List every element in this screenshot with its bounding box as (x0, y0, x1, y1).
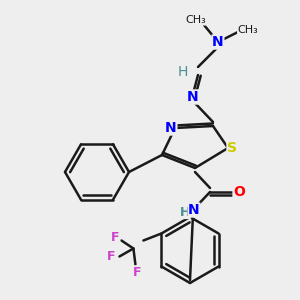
Text: H: H (180, 206, 190, 218)
Text: N: N (165, 121, 177, 135)
Text: S: S (227, 141, 237, 155)
Text: F: F (107, 250, 116, 263)
Text: CH₃: CH₃ (186, 15, 206, 25)
Text: F: F (111, 231, 120, 244)
Text: N: N (188, 203, 200, 217)
Text: CH₃: CH₃ (238, 25, 258, 35)
Text: F: F (133, 266, 142, 279)
Text: N: N (187, 90, 199, 104)
Text: N: N (212, 35, 224, 49)
Text: O: O (233, 185, 245, 199)
Text: H: H (178, 65, 188, 79)
